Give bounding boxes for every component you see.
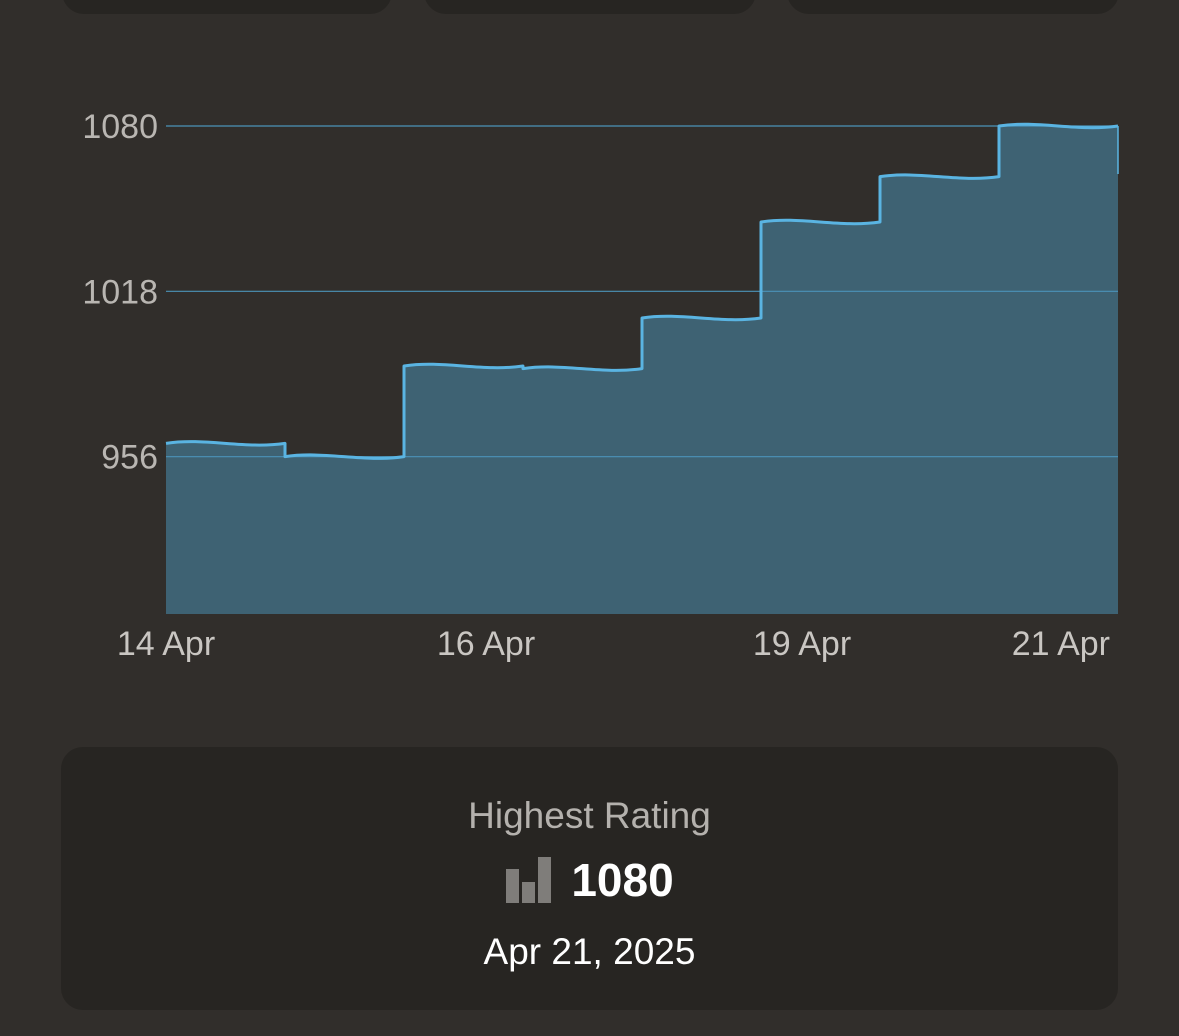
stat-card-top-middle[interactable] <box>424 0 756 14</box>
x-tick-label: 16 Apr <box>437 625 535 663</box>
y-tick-label: 1080 <box>82 108 158 146</box>
highest-rating-date: Apr 21, 2025 <box>483 931 696 972</box>
highest-rating-value: 1080 <box>571 854 674 906</box>
x-tick-label: 14 Apr <box>117 625 215 663</box>
stat-card-top-right[interactable] <box>787 0 1119 14</box>
highest-rating-value-row: 1080 <box>61 853 1118 907</box>
rating-history-chart[interactable]: 1080 1018 956 14 Apr 16 Apr 19 Apr 21 Apr <box>0 0 1179 700</box>
rating-line <box>165 122 1119 460</box>
y-tick-label: 1018 <box>82 273 158 311</box>
x-tick-label: 19 Apr <box>753 625 851 663</box>
highest-rating-label: Highest Rating <box>468 795 711 836</box>
stat-card-top-left[interactable] <box>62 0 392 14</box>
x-tick-label: 21 Apr <box>1012 625 1110 663</box>
bar-chart-icon <box>506 857 552 903</box>
y-tick-label: 956 <box>101 439 158 477</box>
highest-rating-card: Highest Rating 1080 Apr 21, 2025 <box>61 747 1118 1010</box>
